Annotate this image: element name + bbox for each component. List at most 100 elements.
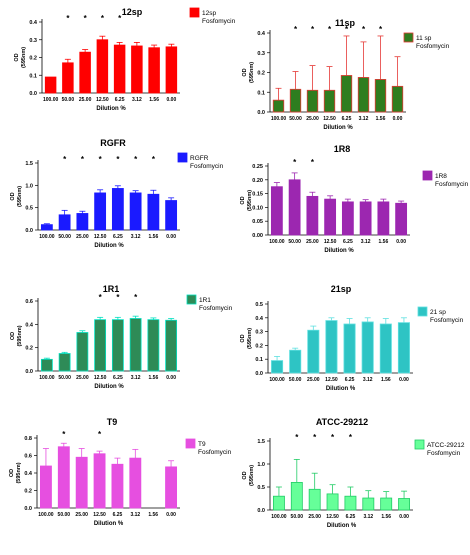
legend: 21 sp Fosfomycin bbox=[417, 306, 464, 324]
bar bbox=[40, 224, 53, 231]
x-tick-label: 1.56 bbox=[149, 234, 159, 240]
bar bbox=[324, 198, 337, 236]
significance-marker: * bbox=[99, 155, 103, 164]
chart-panel-21sp: 21sp OD(595nm) 0.0 0.1 0.2 0.3 0.4 0.5 100.00 50.… bbox=[240, 284, 464, 392]
x-tick-label: 3.12 bbox=[359, 116, 369, 122]
y-tick-label: 0.05 bbox=[252, 219, 263, 225]
legend-label: 11 sp Fosfomycin bbox=[416, 35, 450, 50]
legend-swatch bbox=[185, 438, 196, 449]
legend: 1R1 Fosfomycin bbox=[186, 294, 233, 312]
x-axis-label: Dilution % bbox=[94, 243, 124, 249]
x-tick-label: 3.12 bbox=[363, 514, 373, 520]
bar bbox=[165, 319, 178, 372]
bar bbox=[44, 76, 57, 94]
bar bbox=[308, 488, 321, 511]
chart-title: ATCC-29212 bbox=[316, 417, 368, 427]
x-tick-label: 1.56 bbox=[149, 97, 159, 103]
x-tick-label: 6.25 bbox=[342, 116, 352, 122]
significance-marker: * bbox=[152, 155, 156, 164]
x-axis-label: Dilution % bbox=[324, 248, 354, 254]
x-axis-label: Dilution % bbox=[327, 523, 357, 529]
y-tick-label: 0.15 bbox=[252, 192, 263, 198]
bar bbox=[341, 201, 354, 236]
y-tick-label: 0.0 bbox=[25, 228, 33, 234]
bar bbox=[129, 457, 142, 509]
y-tick-label: 0.10 bbox=[252, 205, 263, 211]
x-tick-label: 3.12 bbox=[132, 97, 142, 103]
chart-title: 21sp bbox=[331, 284, 352, 294]
y-tick-label: 0.4 bbox=[25, 322, 34, 328]
bar bbox=[379, 323, 392, 374]
x-tick-label: 1.56 bbox=[148, 512, 158, 518]
bar bbox=[340, 75, 353, 113]
significance-marker: * bbox=[313, 433, 317, 442]
legend: T9 Fosfomycin bbox=[185, 438, 232, 456]
x-tick-label: 100.00 bbox=[39, 234, 55, 240]
y-tick-label: 0.4 bbox=[29, 20, 38, 26]
x-tick-label: 50.00 bbox=[62, 97, 75, 103]
bar bbox=[165, 200, 178, 231]
x-tick-label: 100.00 bbox=[271, 116, 287, 122]
y-tick-label: 0.8 bbox=[24, 436, 32, 442]
x-tick-label: 50.00 bbox=[58, 512, 71, 518]
bar bbox=[113, 44, 126, 94]
bar bbox=[79, 51, 91, 94]
significance-marker: * bbox=[118, 14, 122, 23]
legend-swatch bbox=[403, 32, 414, 43]
significance-marker: * bbox=[311, 25, 315, 34]
bar bbox=[129, 318, 142, 372]
y-axis-label: OD(595nm) bbox=[240, 190, 253, 211]
x-tick-label: 100.00 bbox=[269, 239, 285, 245]
x-axis-label: Dilution % bbox=[96, 106, 126, 112]
significance-marker: * bbox=[331, 433, 335, 442]
bar bbox=[111, 319, 124, 372]
x-tick-label: 0.00 bbox=[399, 377, 409, 383]
bar bbox=[362, 497, 375, 511]
y-tick-label: 0.0 bbox=[25, 369, 33, 375]
bar bbox=[96, 39, 109, 94]
y-tick-label: 0.2 bbox=[29, 56, 37, 62]
significance-marker: * bbox=[295, 433, 299, 442]
bar bbox=[306, 195, 319, 236]
x-tick-label: 0.00 bbox=[399, 514, 409, 520]
x-tick-label: 1.56 bbox=[381, 377, 391, 383]
y-tick-label: 0.25 bbox=[252, 164, 263, 170]
y-axis-label: OD(595nm) bbox=[9, 462, 22, 483]
bar bbox=[131, 45, 143, 94]
legend-swatch bbox=[177, 152, 188, 163]
x-tick-label: 12.50 bbox=[94, 234, 107, 240]
x-tick-label: 12.50 bbox=[93, 512, 106, 518]
y-tick-label: 0.2 bbox=[25, 346, 33, 352]
y-tick-label: 1.0 bbox=[25, 183, 33, 189]
bar bbox=[290, 481, 303, 511]
x-tick-label: 50.00 bbox=[288, 239, 301, 245]
y-axis-label: OD(595nm) bbox=[240, 328, 253, 349]
x-tick-label: 12.50 bbox=[96, 97, 109, 103]
chart-panel-11sp: 11sp OD(595nm) 0.0 0.1 0.2 0.3 0.4 100.00 * 50.00… bbox=[242, 18, 450, 131]
x-tick-label: 0.00 bbox=[166, 512, 176, 518]
y-tick-label: 1.0 bbox=[257, 462, 265, 468]
legend: RGFR Fosfomycin bbox=[177, 152, 224, 170]
bar bbox=[306, 89, 319, 113]
bar bbox=[147, 319, 160, 372]
y-tick-label: 0.5 bbox=[257, 485, 265, 491]
bar bbox=[323, 89, 336, 113]
significance-marker: * bbox=[99, 293, 103, 302]
bar bbox=[344, 495, 357, 511]
bar bbox=[94, 192, 107, 231]
significance-marker: * bbox=[81, 155, 85, 164]
bar bbox=[62, 62, 74, 94]
bar bbox=[39, 465, 52, 509]
significance-marker: * bbox=[311, 158, 315, 167]
bar bbox=[361, 321, 374, 374]
y-tick-label: 0.2 bbox=[257, 71, 265, 77]
bar bbox=[75, 456, 88, 509]
chart-panel-rgfr: RGFR OD(595nm) 0.0 0.5 1.0 1.5 100.00 * 50.00 * 25… bbox=[10, 138, 224, 249]
x-tick-label: 3.12 bbox=[363, 377, 373, 383]
y-axis-label: OD(595nm) bbox=[10, 325, 23, 346]
x-tick-label: 100.00 bbox=[38, 512, 54, 518]
x-tick-label: 100.00 bbox=[39, 375, 55, 381]
significance-marker: * bbox=[134, 293, 138, 302]
legend: 1R8 Fosfomycin bbox=[422, 170, 469, 188]
y-tick-label: 0.4 bbox=[24, 471, 33, 477]
